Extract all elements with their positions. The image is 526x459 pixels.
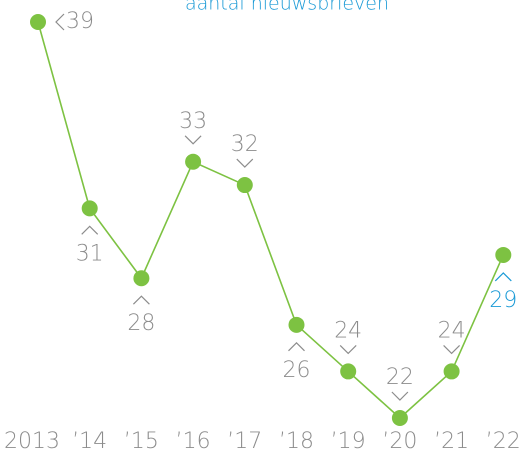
value-label: 24 <box>438 318 466 343</box>
label-pointer <box>132 295 150 305</box>
value-label: 28 <box>127 311 155 336</box>
line <box>37 21 505 420</box>
label-pointer <box>236 158 254 168</box>
point <box>443 363 460 380</box>
point <box>495 246 512 263</box>
point <box>340 363 357 380</box>
point <box>30 14 46 30</box>
value-label: 31 <box>76 241 104 266</box>
label-pointer <box>339 344 357 355</box>
label-pointer <box>81 225 99 235</box>
value-label: 22 <box>386 365 414 390</box>
x-tick-label: ’21 <box>434 429 469 454</box>
chart-title: aantal nieuwsbrieven <box>185 0 389 15</box>
x-tick-label: ’18 <box>279 429 314 454</box>
x-tick-label: 2013 <box>4 429 60 454</box>
label-pointer <box>55 13 65 31</box>
label-pointer <box>391 391 409 401</box>
value-label: 32 <box>231 132 259 157</box>
value-label: 29 <box>489 288 517 313</box>
value-label: 24 <box>334 318 362 343</box>
value-label: 26 <box>283 358 311 383</box>
point <box>236 177 253 194</box>
value-label: 39 <box>66 9 94 34</box>
label-pointer <box>494 272 512 282</box>
label-pointer <box>184 135 202 145</box>
point <box>133 270 150 287</box>
x-tick-label: ’20 <box>382 429 417 454</box>
point <box>185 153 202 170</box>
value-label: 33 <box>179 109 207 134</box>
x-tick-label: ’17 <box>227 429 262 454</box>
point <box>81 200 98 217</box>
point <box>288 316 305 333</box>
label-pointer <box>443 344 461 355</box>
x-tick-label: ’22 <box>486 429 521 454</box>
x-tick-label: ’14 <box>72 429 107 454</box>
point <box>391 410 408 426</box>
x-tick-label: ’15 <box>124 429 159 454</box>
label-pointer <box>288 341 305 352</box>
x-tick-label: ’19 <box>331 429 366 454</box>
x-tick-label: ’16 <box>176 429 211 454</box>
